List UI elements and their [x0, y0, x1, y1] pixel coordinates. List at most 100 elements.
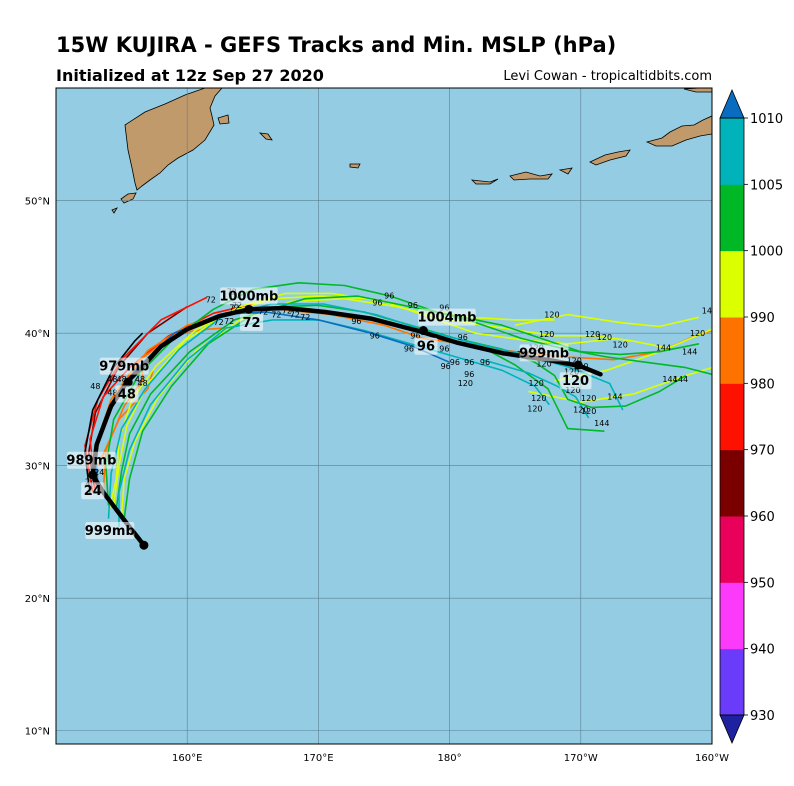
forecast-hour-label: 144	[702, 306, 717, 315]
mean-position-dot	[88, 470, 98, 480]
mean-track-label: 48	[118, 387, 136, 402]
forecast-hour-label: 72	[206, 296, 216, 305]
forecast-hour-label: 48	[107, 375, 117, 384]
colorbar-level-label: 990	[750, 311, 775, 326]
colorbar-segment	[720, 118, 744, 185]
forecast-hour-label: 120	[597, 333, 612, 342]
member-track-line	[120, 297, 667, 517]
latitude-tick-label: 30°N	[25, 462, 50, 473]
forecast-hour-label: 72	[232, 301, 242, 310]
forecast-hour-label: 72	[290, 310, 300, 319]
forecast-hour-label: 72	[258, 308, 268, 317]
member-track-line	[475, 343, 605, 432]
forecast-hour-label: 120	[581, 407, 596, 416]
latitude-tick-label: 40°N	[25, 329, 50, 340]
latitude-tick-label: 50°N	[25, 197, 50, 208]
forecast-hour-label: 120	[527, 404, 542, 413]
mean-track-label: 989mb	[66, 454, 116, 469]
latitude-tick-label: 10°N	[25, 727, 50, 738]
kamchatka-land	[124, 88, 223, 191]
forecast-hour-label: 120	[529, 379, 544, 388]
forecast-hour-label: 96	[384, 292, 394, 301]
alaska-peninsula	[645, 115, 712, 147]
colorbar-segment	[720, 582, 744, 650]
colorbar-frame	[719, 117, 745, 716]
forecast-hour-label: 96	[441, 362, 451, 371]
forecast-hour-label: 96	[404, 345, 414, 354]
forecast-hour-label: 72	[229, 304, 239, 313]
forecast-hour-label: 96	[439, 304, 449, 313]
forecast-hour-label: 120	[585, 330, 600, 339]
forecast-hour-label: 144	[594, 419, 609, 428]
mean-position-dot	[418, 326, 428, 336]
forecast-hour-label: 120	[581, 394, 596, 403]
colorbar-level-label: 960	[750, 510, 775, 525]
latitude-tick-label: 20°N	[25, 594, 50, 605]
longitude-tick-label: 170°W	[564, 753, 598, 764]
forecast-hour-label: 96	[450, 358, 460, 367]
forecast-hour-label: 144	[656, 343, 671, 352]
chart-title: 15W KUJIRA - GEFS Tracks and Min. MSLP (…	[56, 33, 617, 57]
forecast-hour-label: 48	[107, 388, 117, 397]
longitude-tick-label: 180°	[438, 753, 462, 764]
mean-position-dot	[244, 304, 254, 314]
colorbar-level-label: 1000	[750, 245, 783, 260]
colorbar-level-label: 950	[750, 576, 775, 591]
mean-label-box	[115, 385, 139, 403]
mean-label-box	[81, 482, 105, 500]
forecast-hour-label: 48	[117, 375, 127, 384]
axis-labels: 10°N 20°N 30°N 40°N 50°N 160°E 170°E 180° 170°W 1…	[25, 197, 729, 764]
forecast-hour-label: 120	[544, 310, 559, 319]
colorbar-high-extension	[719, 88, 745, 119]
mean-label-box	[99, 357, 149, 375]
forecast-hour-label: 96	[464, 358, 474, 367]
forecast-hour-label: 120	[531, 394, 546, 403]
longitude-tick-label: 160°W	[695, 753, 729, 764]
forecast-hour-label: 96	[372, 298, 382, 307]
island	[217, 114, 230, 125]
forecast-hour-labels: 7272727272727272727272969696969696969696…	[85, 288, 717, 487]
mean-track-label: 1004mb	[417, 311, 476, 326]
colorbar-level-label: 930	[750, 709, 775, 724]
colorbar-level-label: 970	[750, 444, 775, 459]
mean-track-label: 999mb	[85, 524, 135, 539]
init-time-subtitle: Initialized at 12z Sep 27 2020	[56, 66, 324, 85]
forecast-hour-label: 144	[673, 375, 688, 384]
mean-track-label: 72	[242, 316, 260, 331]
landmasses	[111, 88, 712, 214]
graticule	[56, 88, 712, 744]
aleutian-island	[509, 171, 553, 181]
forecast-hour-label: 72	[224, 317, 234, 326]
colorbar-segment	[720, 184, 744, 252]
colorbar-segment	[720, 516, 744, 583]
forecast-hour-label: 72	[300, 313, 310, 322]
mean-label-box	[418, 308, 476, 326]
forecast-hour-label: 24	[85, 477, 95, 486]
forecast-hour-label: 120	[564, 367, 579, 376]
member-track-line	[105, 281, 712, 506]
forecast-hour-label: 120	[458, 379, 473, 388]
forecast-hour-label: 96	[439, 345, 449, 354]
mean-position-dot	[573, 360, 583, 370]
map-frame	[55, 87, 713, 745]
forecast-hour-label: 96	[408, 301, 418, 310]
forecast-hour-label: 144	[607, 392, 622, 401]
pressure-colorbar: 930 940 950 960 970 980 990 1000 1005 1010	[719, 88, 783, 745]
forecast-hour-label: 96	[458, 333, 468, 342]
forecast-hour-label: 120	[539, 330, 554, 339]
mean-position-dot	[123, 377, 133, 387]
aleutian-island	[558, 167, 573, 175]
colorbar-segment	[720, 383, 744, 451]
colorbar-level-label: 1005	[750, 178, 783, 193]
forecast-hour-label: 120	[565, 386, 580, 395]
mean-track-label: 24	[84, 484, 102, 499]
forecast-hour-label: 144	[662, 375, 677, 384]
mean-label-box	[85, 521, 135, 539]
forecast-hour-label: 96	[480, 358, 490, 367]
member-track-line	[123, 295, 700, 519]
ocean-background	[56, 88, 712, 744]
forecast-hour-label: 72	[282, 306, 292, 315]
forecast-hour-label: 48	[135, 375, 145, 384]
mean-label-box	[414, 337, 438, 355]
